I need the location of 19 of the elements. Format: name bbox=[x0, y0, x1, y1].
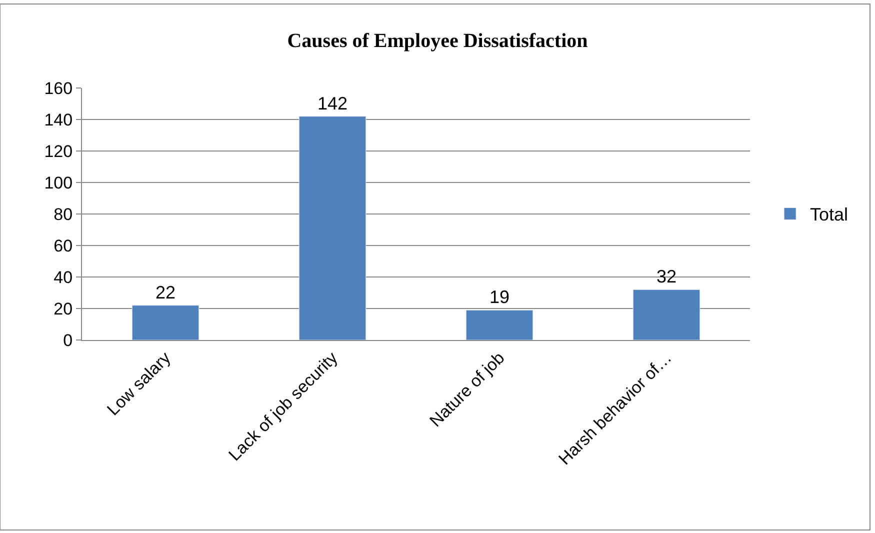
y-tick-label: 40 bbox=[54, 268, 73, 287]
y-tick-label: 60 bbox=[54, 236, 73, 256]
chart-title: Causes of Employee Dissatisfaction bbox=[287, 30, 588, 52]
legend-label: Total bbox=[810, 204, 848, 225]
data-label: 19 bbox=[489, 287, 510, 308]
y-tick-label: 120 bbox=[44, 142, 73, 161]
y-tick-label: 80 bbox=[54, 204, 73, 224]
bar bbox=[298, 116, 366, 340]
bar bbox=[132, 305, 200, 340]
bar bbox=[466, 310, 534, 340]
y-tick-label: 100 bbox=[44, 173, 73, 192]
y-tick-label: 20 bbox=[54, 299, 73, 318]
data-label: 32 bbox=[656, 266, 677, 287]
y-tick-label: 160 bbox=[44, 78, 73, 98]
data-label: 22 bbox=[155, 282, 176, 302]
y-tick-label: 140 bbox=[44, 110, 73, 130]
bar bbox=[632, 289, 700, 340]
y-tick-label: 0 bbox=[63, 330, 73, 350]
data-label: 142 bbox=[317, 93, 348, 114]
